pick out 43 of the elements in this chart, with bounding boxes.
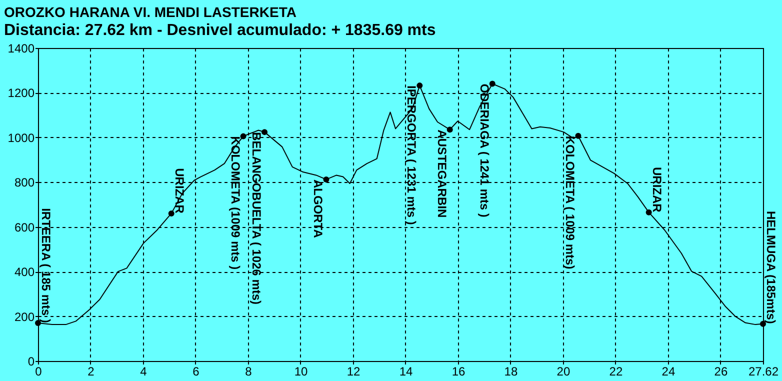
y-tick-label: 0: [28, 354, 35, 368]
y-tick-label: 600: [14, 220, 35, 234]
x-tick-label: 20: [556, 364, 570, 378]
x-tick-label: 16: [452, 364, 466, 378]
y-tick-label: 200: [14, 310, 35, 324]
annotation: IPERGORTA ( 1231 mts ): [404, 86, 419, 225]
annotation: URIZAR: [650, 166, 664, 213]
x-tick-label: 12: [346, 364, 360, 378]
point: [489, 80, 496, 87]
x-tick-label: 10: [294, 364, 308, 378]
y-tick-label: 1200: [8, 86, 35, 100]
x-tick-label: 18: [504, 364, 518, 378]
point: [416, 82, 423, 89]
point: [323, 176, 330, 182]
x-tick-label: 14: [399, 364, 413, 378]
chart-title: OROZKO HARANA VI. MENDI LASTERKETA: [4, 4, 296, 20]
x-tick-label: 6: [192, 364, 200, 378]
chart-subtitle: Distancia: 27.62 km - Desnivel acumulado: + 1835.69 mts: [4, 22, 436, 39]
point: [262, 129, 268, 136]
annotation: IRTEERA ( 185 mts ): [39, 208, 53, 323]
y-tick-label: 400: [14, 265, 35, 280]
y-tick-label: 1400: [8, 42, 35, 56]
x-tick-label: 2: [88, 364, 95, 378]
annotation: ALGORTA: [311, 179, 326, 238]
x-tick-label: 24: [662, 364, 676, 378]
point: [168, 210, 174, 216]
y-tick-label: 1000: [8, 130, 35, 145]
x-tick-label: 8: [245, 364, 252, 378]
annotation: HELMUGA (185mts): [764, 210, 778, 324]
point: [575, 132, 582, 139]
x-tick-label: 4: [140, 364, 148, 378]
annotation: URIZAR: [172, 168, 186, 214]
x-tick-label: 26: [714, 364, 728, 378]
x-tick-label: 27.62: [748, 364, 779, 378]
annotation: ODERIAGA ( 1241 mts ): [477, 84, 492, 218]
x-tick-label: 22: [609, 364, 623, 378]
annotation: AUSTEGARBIN: [434, 130, 449, 218]
y-tick-label: 800: [14, 176, 35, 190]
annotation: KOLOMETA ( 1009 mts): [563, 136, 578, 270]
point: [646, 209, 652, 216]
point: [240, 133, 246, 140]
annotation: BELANGOBUELTA ( 1026 mts): [250, 132, 264, 305]
point: [446, 126, 453, 133]
